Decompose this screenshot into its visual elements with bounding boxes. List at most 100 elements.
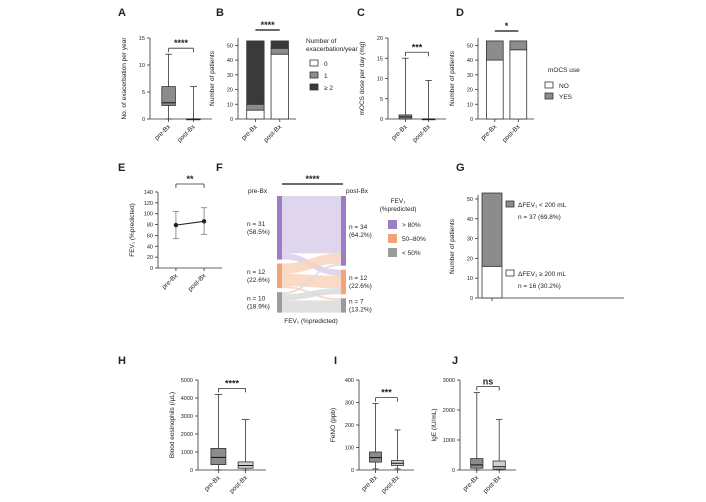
B-legend-swatch-1	[309, 71, 319, 79]
B-legend-label: 1	[324, 73, 328, 80]
F-flow-2-0	[282, 263, 341, 295]
A-significance: ****	[174, 38, 189, 48]
J-significance: ns	[483, 377, 494, 387]
B-legend-label: ≥ 2	[324, 85, 333, 92]
G-y-tick-label: 10	[467, 276, 473, 282]
D-y-tick-label: 40	[467, 58, 473, 64]
G-y-axis-label: Number of patients	[449, 218, 456, 274]
G-legend-label: ΔFEV₁ < 200 mL	[518, 202, 567, 209]
J-box-pre-Bx	[470, 458, 484, 469]
D-bar-pre-Bx-NO	[485, 59, 504, 120]
F-legend-swatch-50–80%	[388, 234, 397, 243]
J-y-tick-label: 1000	[443, 438, 455, 444]
B-bar-post-Bx-0	[270, 53, 289, 120]
panel-label-B: B	[216, 7, 224, 19]
D-y-tick-label: 0	[470, 117, 473, 123]
E-y-tick-label: 120	[144, 201, 153, 207]
F-left-node-count: n = 31	[247, 221, 266, 228]
A-y-axis-label: No. of exacerbation per year	[121, 37, 128, 120]
F-left-node-pct: (58.5%)	[247, 229, 270, 236]
E-x-tick-label: pre-Bx	[161, 272, 180, 291]
F-flow-2-2	[282, 300, 341, 313]
I-y-tick-label: 400	[345, 378, 354, 384]
G-legend-label: ΔFEV₁ ≥ 200 mL	[518, 271, 566, 278]
B-y-tick-label: 40	[227, 58, 233, 64]
F-legend-label: 50–80%	[402, 236, 426, 243]
D-legend-swatch-NO	[544, 81, 554, 89]
F-left-node-pct: (22.6%)	[247, 277, 270, 284]
J-y-tick-label: 3000	[443, 378, 455, 384]
A-y-tick-label: 5	[142, 90, 145, 96]
C-significance: ***	[412, 42, 423, 52]
I-x-tick-label: pre-Bx	[360, 474, 379, 493]
B-x-tick-label: pre-Bx	[240, 123, 259, 142]
B-legend-label: 0	[324, 61, 328, 68]
panel-label-J: J	[452, 355, 458, 367]
A-x-tick-label: pre-Bx	[154, 123, 173, 142]
D-x-tick-label: post-Bx	[501, 123, 522, 144]
F-right-label: post-Bx	[346, 188, 369, 195]
C-y-tick-label: 5	[380, 97, 383, 103]
B-legend-swatch-0	[309, 59, 319, 67]
B-y-tick-label: 0	[230, 117, 233, 123]
D-bar-post-Bx-NO	[509, 49, 528, 120]
B-significance: ****	[261, 20, 276, 30]
F-legend-label: > 80%	[402, 222, 421, 229]
F-node-right-> 80%	[341, 196, 346, 266]
C-x-tick-label: pre-Bx	[390, 123, 409, 142]
I-y-tick-label: 300	[345, 401, 354, 407]
panel-label-H: H	[118, 355, 126, 367]
C-y-axis-label: mOCS dose per day (mg)	[359, 41, 366, 115]
J-y-tick-label: 0	[452, 468, 455, 474]
C-x-tick-label: post-Bx	[411, 123, 432, 144]
H-y-tick-label: 3000	[181, 414, 193, 420]
G-legend-swatch-ΔFEV₁ ≥ 200 mL	[505, 269, 515, 277]
A-y-tick-label: 10	[139, 63, 145, 69]
F-right-node-pct: (64.2%)	[349, 232, 372, 239]
E-series-line	[175, 220, 205, 226]
D-y-tick-label: 10	[467, 102, 473, 108]
F-right-node-count: n = 34	[349, 224, 368, 231]
G-legend-swatch-ΔFEV₁ < 200 mL	[505, 200, 515, 208]
H-significance: ****	[225, 378, 240, 388]
panel-label-E: E	[118, 162, 125, 174]
H-x-tick-label: post-Bx	[228, 474, 249, 495]
B-bar-pre-Bx-1	[246, 103, 265, 111]
F-right-node-pct: (13.2%)	[349, 306, 372, 313]
B-legend-swatch-≥ 2	[309, 83, 319, 91]
F-right-node-pct: (22.6%)	[349, 283, 372, 290]
I-box-pre-Bx	[369, 451, 382, 463]
E-point-pre-Bx	[173, 222, 179, 228]
A-y-tick-label: 15	[139, 36, 145, 42]
F-flow-0-0	[282, 196, 341, 254]
F-left-label: pre-Bx	[248, 188, 268, 195]
E-y-tick-label: 20	[147, 255, 153, 261]
E-x-tick-label: post-Bx	[187, 272, 208, 293]
F-left-node-count: n = 10	[247, 295, 266, 302]
B-y-tick-label: 20	[227, 88, 233, 94]
F-significance: ****	[305, 174, 320, 184]
J-box-post-Bx	[492, 460, 506, 470]
G-y-tick-label: 30	[467, 237, 473, 243]
F-legend-title: FEV₁	[391, 198, 407, 205]
C-y-tick-label: 20	[377, 36, 383, 42]
E-y-tick-label: 80	[147, 223, 153, 229]
G-legend-count: n = 16 (30.2%)	[518, 283, 561, 290]
D-y-tick-label: 30	[467, 73, 473, 79]
B-bar-post-Bx-≥ 2	[270, 40, 289, 49]
E-y-tick-label: 0	[150, 266, 153, 272]
H-y-tick-label: 4000	[181, 396, 193, 402]
G-bar-ΔFEV₁ ≥ 200 mL	[481, 265, 503, 299]
F-legend-label: < 50%	[402, 250, 421, 257]
G-y-tick-label: 0	[470, 296, 473, 302]
F-legend-swatch-< 50%	[388, 248, 397, 257]
C-y-tick-label: 15	[377, 56, 383, 62]
F-node-right-50–80%	[341, 269, 346, 295]
F-left-node-count: n = 12	[247, 269, 266, 276]
H-y-tick-label: 0	[190, 468, 193, 474]
H-box-pre-Bx	[210, 447, 227, 465]
E-point-post-Bx	[201, 219, 207, 224]
D-x-tick-label: pre-Bx	[480, 123, 499, 142]
A-box-pre-Bx	[161, 86, 176, 106]
